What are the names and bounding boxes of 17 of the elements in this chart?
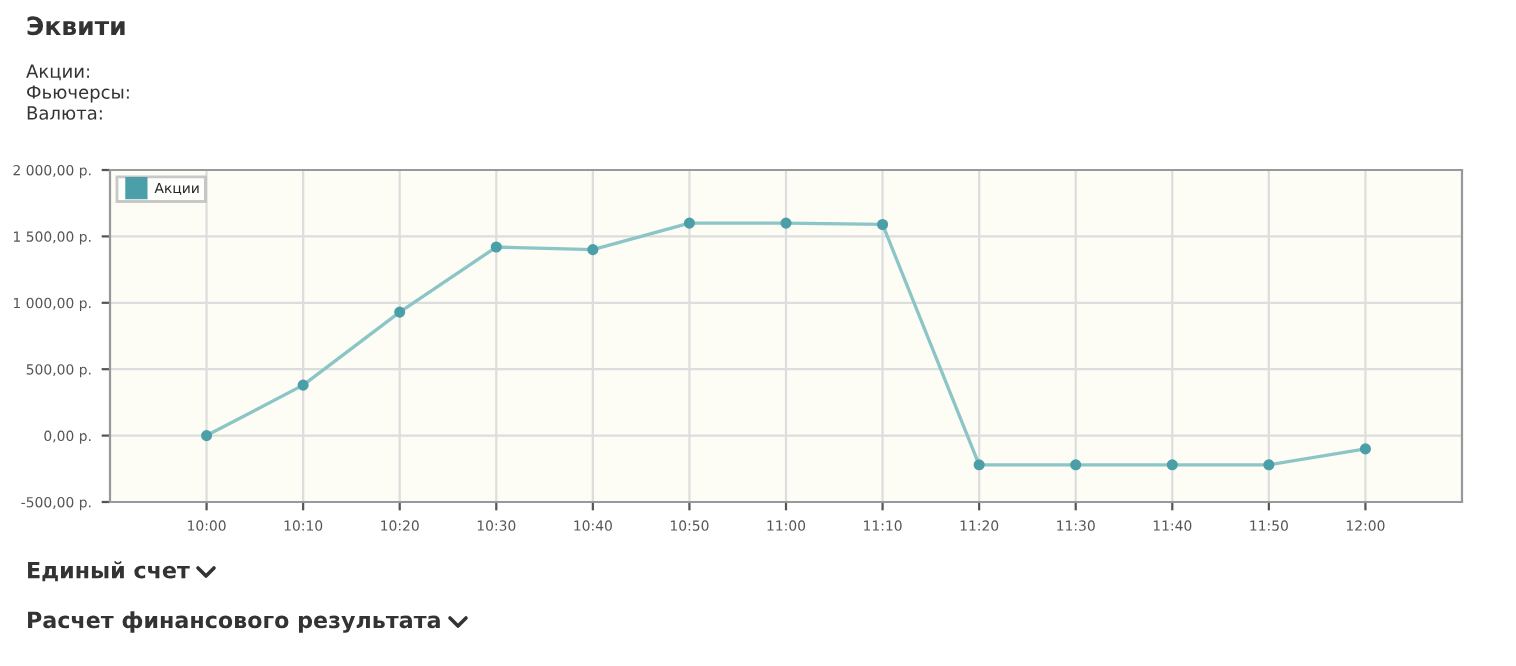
- point: [490, 241, 502, 253]
- point: [877, 218, 889, 230]
- point: [1359, 443, 1371, 455]
- point: [780, 217, 792, 229]
- point: [394, 306, 406, 318]
- point: [683, 217, 695, 229]
- chart-title: Эквити: [27, 16, 125, 36]
- point: [1166, 459, 1178, 471]
- point: [973, 459, 985, 471]
- point: [587, 244, 599, 256]
- chart-subtitle: Акции: Фьючерсы: Валюта:: [26, 64, 129, 120]
- point: [1070, 459, 1082, 471]
- text: Расчет финансового результата: [28, 611, 440, 633]
- point: [1263, 459, 1275, 471]
- point: [297, 379, 309, 391]
- text: Единый счет: [28, 561, 190, 582]
- point: [201, 430, 213, 442]
